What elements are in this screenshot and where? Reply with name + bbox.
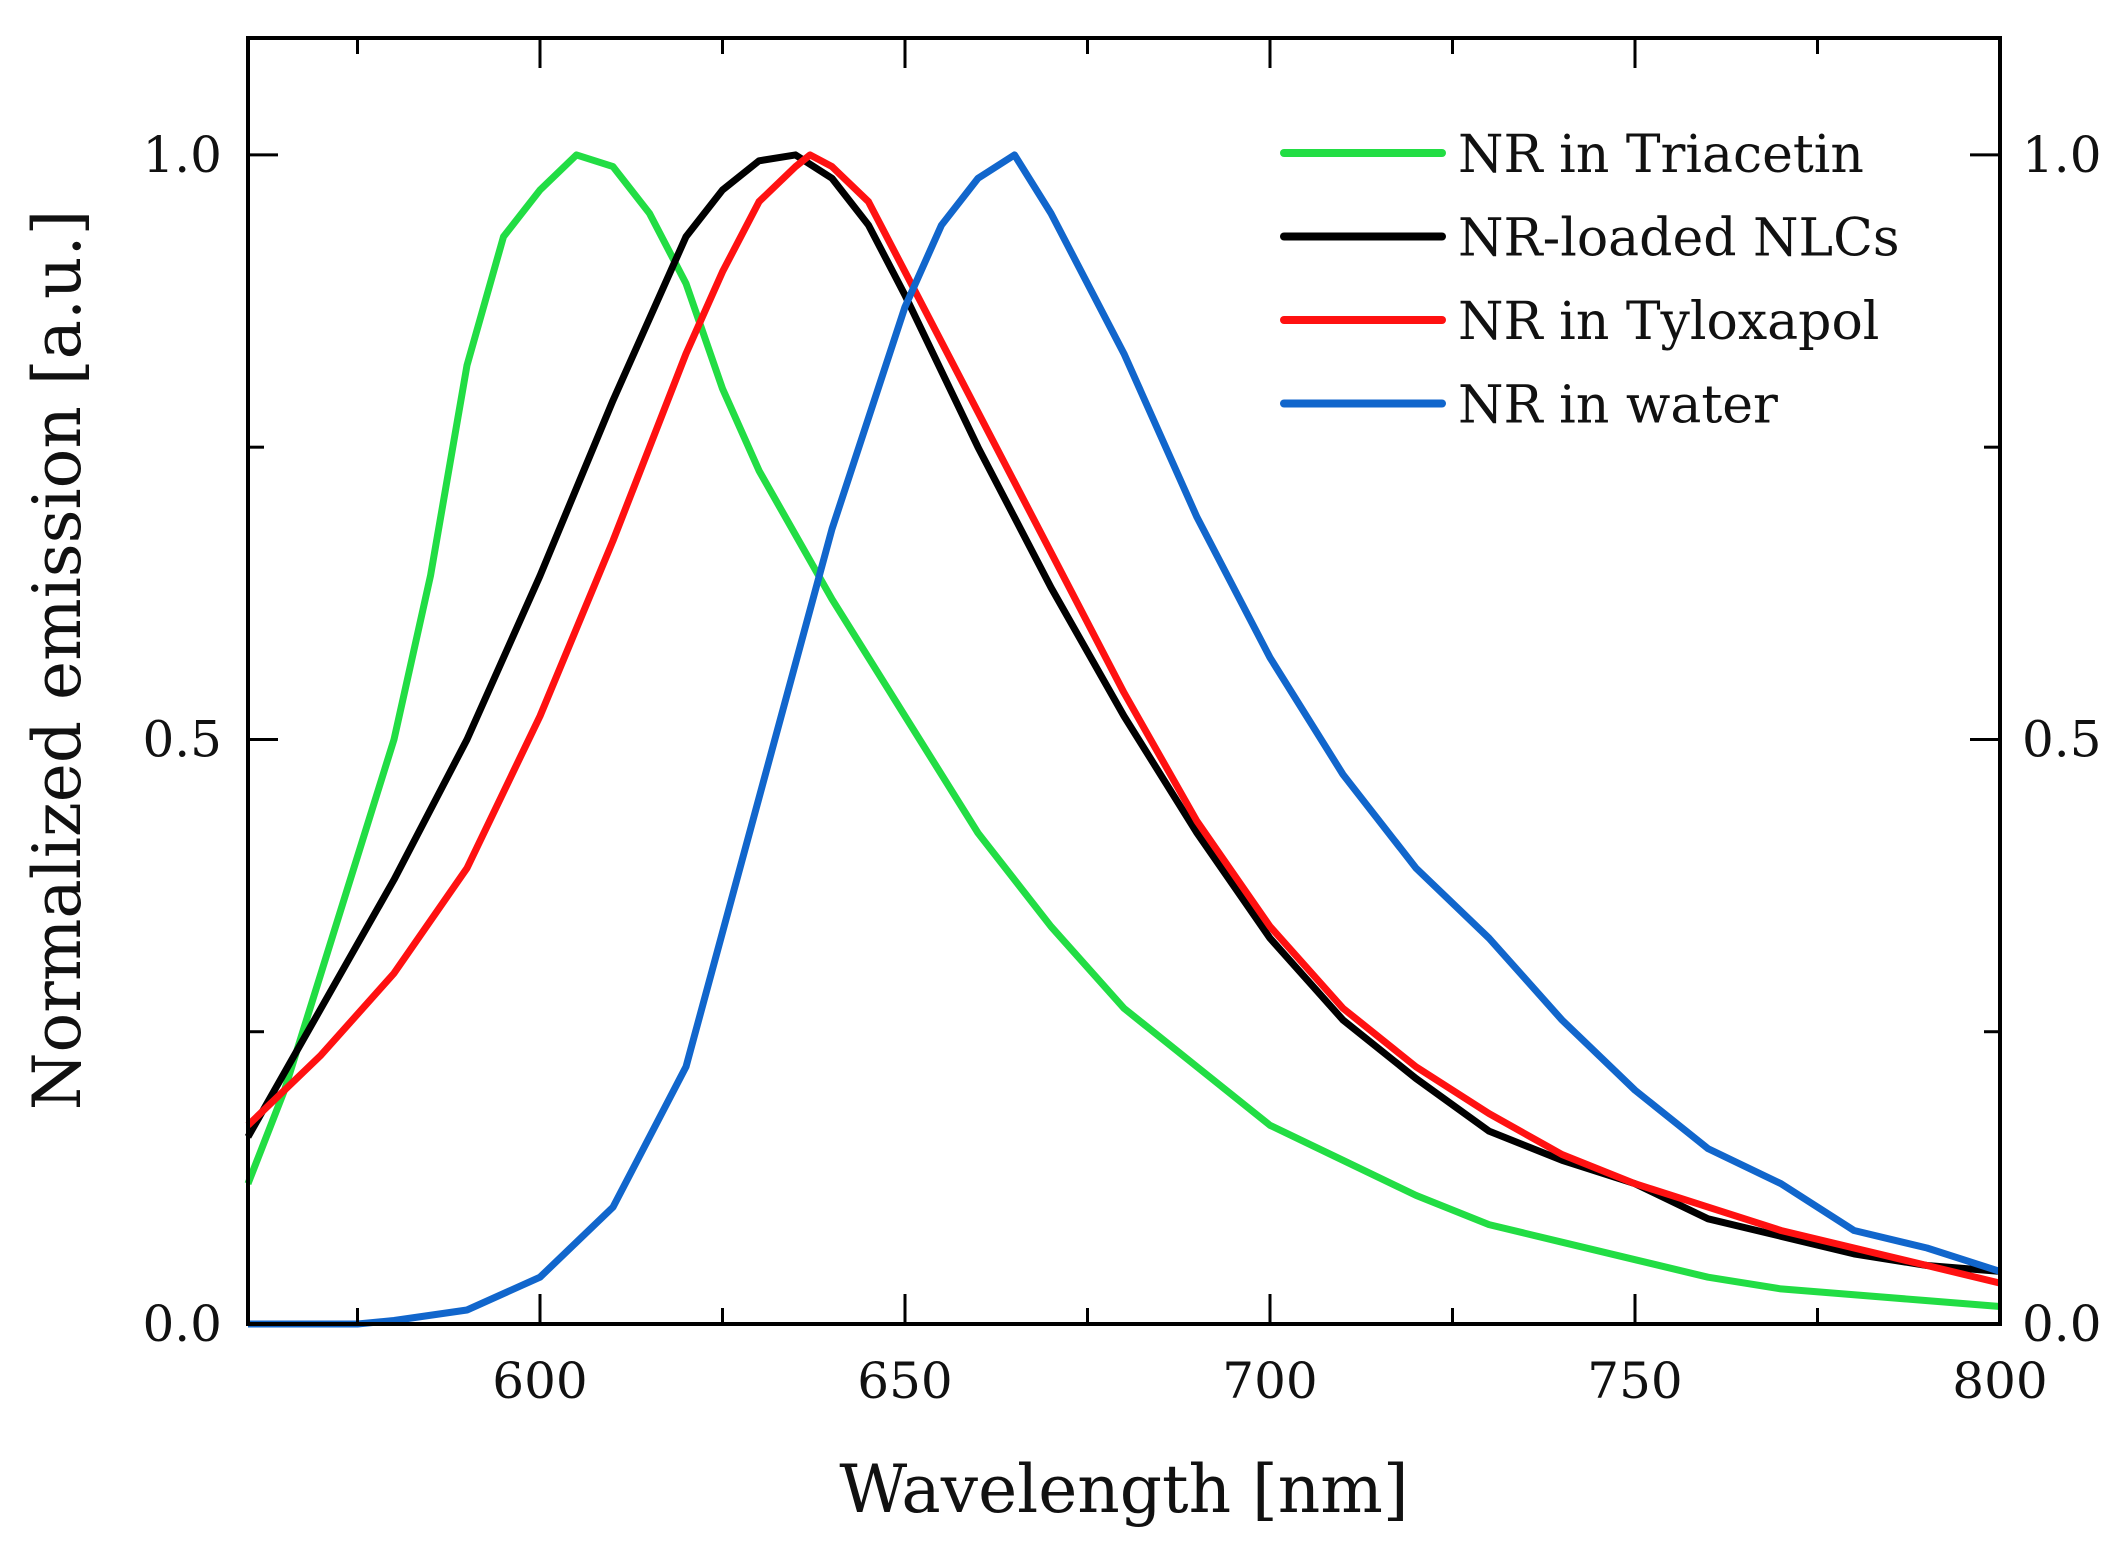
y-axis-title: Normalized emission [a.u.]	[19, 210, 96, 1110]
y-tick-label-right: 1.0	[2022, 126, 2102, 184]
series-line-2	[245, 151, 2001, 1287]
y-tick-label: 1.0	[142, 126, 222, 184]
y-tick-label: 0.0	[142, 1295, 222, 1353]
x-axis-title: Wavelength [nm]	[839, 1451, 1408, 1528]
series-line-1	[244, 151, 2001, 1275]
x-tick-label: 750	[1587, 1352, 1682, 1410]
legend-label: NR in Tyloxapol	[1458, 292, 1879, 352]
series-line-0	[244, 151, 2001, 1310]
x-tick-label: 650	[857, 1352, 952, 1410]
legend-label: NR-loaded NLCs	[1458, 209, 1900, 269]
x-tick-label: 800	[1952, 1352, 2047, 1410]
y-tick-label-right: 0.0	[2022, 1295, 2102, 1353]
x-tick-label: 600	[492, 1352, 587, 1410]
legend: NR in Triacetin NR-loaded NLCs NR in Tylox…	[1280, 125, 1900, 436]
plot-frame	[246, 36, 2002, 1326]
legend-label: NR in Triacetin	[1458, 125, 1864, 185]
x-tick-label: 700	[1222, 1352, 1317, 1410]
y-tick-label: 0.5	[142, 710, 222, 768]
y-tick-label-right: 0.5	[2022, 710, 2102, 768]
legend-label: NR in water	[1458, 376, 1778, 436]
series-line-3	[248, 151, 2002, 1328]
